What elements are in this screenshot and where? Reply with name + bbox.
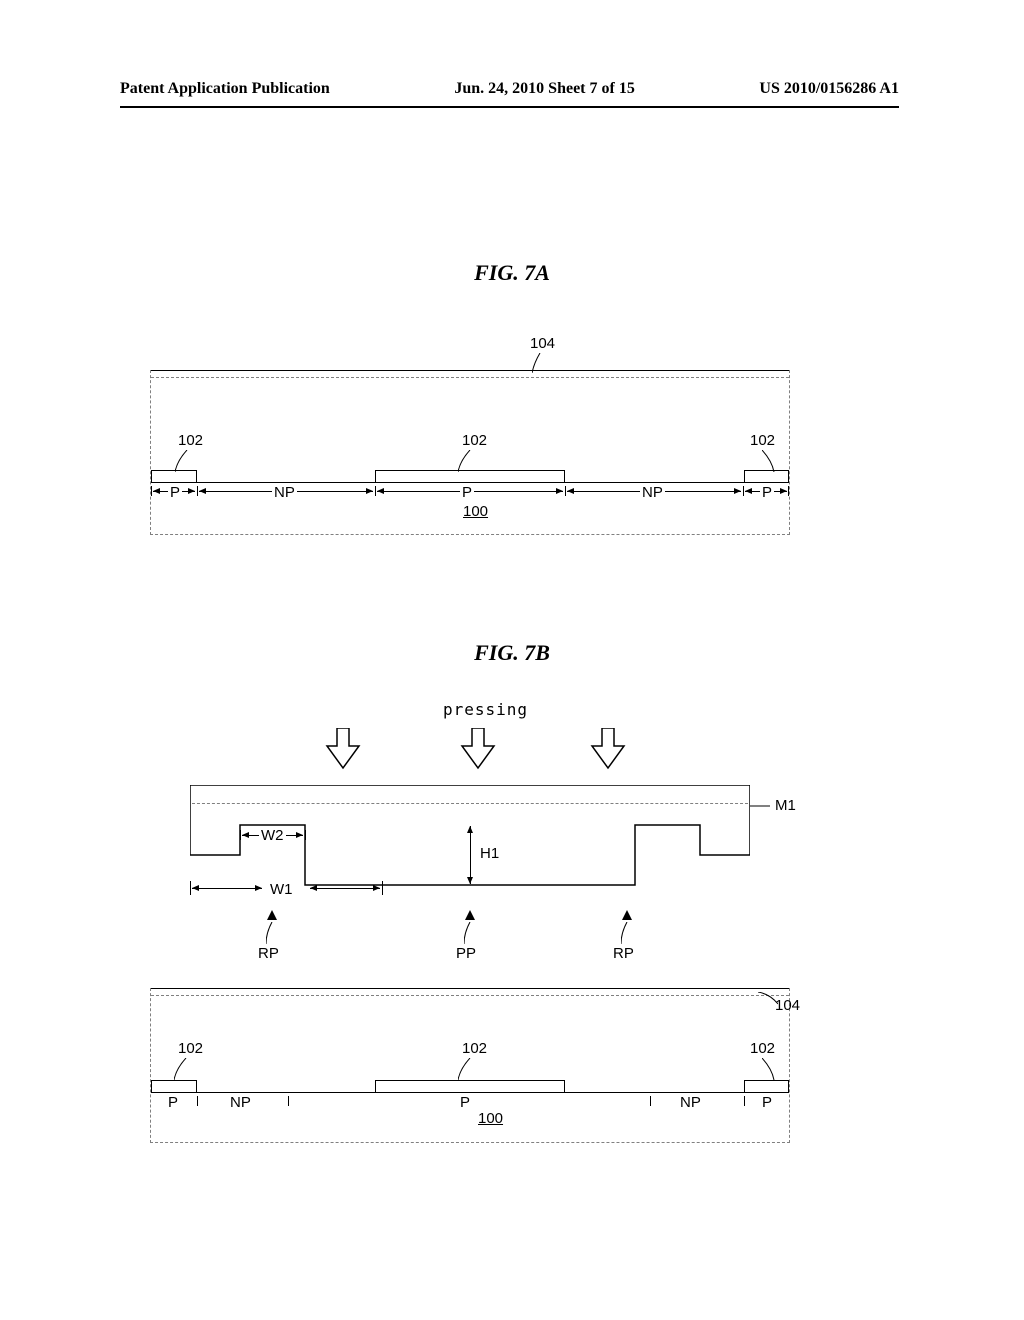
label-p-right: P [760, 484, 774, 501]
leader-104-b [758, 992, 778, 1006]
header-right: US 2010/0156286 A1 [759, 80, 899, 98]
tri-rp-right [622, 910, 632, 920]
leader-102-left [175, 450, 189, 472]
feature-102b-left [151, 1080, 197, 1092]
dim-w1-l [192, 888, 262, 889]
label-102b-left: 102 [178, 1040, 203, 1057]
tick [197, 1096, 198, 1106]
tick [650, 1096, 651, 1106]
label-p-left: P [168, 484, 182, 501]
tick-w1-l [190, 881, 191, 895]
feature-102b-center [375, 1080, 565, 1092]
tick [744, 1096, 745, 1106]
feature-102b-right [744, 1080, 789, 1092]
label-104-b: 104 [775, 997, 800, 1014]
leader-102b-left [174, 1058, 188, 1080]
tick [197, 486, 198, 496]
tick [565, 486, 566, 496]
tri-pp [465, 910, 475, 920]
tick-w1-r [382, 881, 383, 895]
leader-102b-center [458, 1058, 472, 1080]
fig-7b-title: FIG. 7B [0, 640, 1024, 666]
press-arrow-2 [460, 728, 496, 770]
label-pp: PP [456, 945, 476, 962]
label-rp-right: RP [613, 945, 634, 962]
label-102b-center: 102 [462, 1040, 487, 1057]
label-pressing: pressing [443, 700, 528, 719]
leader-m1 [750, 802, 770, 810]
leader-102b-right [762, 1058, 776, 1080]
header-left: Patent Application Publication [120, 80, 330, 98]
leader-104 [532, 353, 546, 373]
leader-rp-left [266, 922, 280, 944]
label-rp-left: RP [258, 945, 279, 962]
tick [288, 1096, 289, 1106]
label-np-right: NP [640, 484, 665, 501]
label-m1: M1 [775, 797, 796, 814]
label-np-left: NP [272, 484, 297, 501]
label-102-left: 102 [178, 432, 203, 449]
substrate-line [151, 482, 789, 483]
tick [788, 486, 789, 496]
layer-104-b [151, 988, 789, 996]
tick [151, 486, 152, 496]
page-header: Patent Application Publication Jun. 24, … [120, 80, 899, 98]
leader-pp [464, 922, 478, 944]
fig-7a: 104 102 102 102 P NP P NP P 100 [150, 335, 790, 535]
label-p-center: P [460, 484, 474, 501]
label-102-right: 102 [750, 432, 775, 449]
leader-102-center [458, 450, 472, 472]
label-npb-left: NP [230, 1094, 251, 1111]
label-pb-center: P [460, 1094, 470, 1111]
tick [375, 486, 376, 496]
label-pb-right: P [762, 1094, 772, 1111]
label-100-b: 100 [478, 1110, 503, 1127]
dim-h1 [470, 826, 471, 884]
substrate-line-b [151, 1092, 789, 1093]
label-104: 104 [530, 335, 555, 352]
fig-7a-title: FIG. 7A [0, 260, 1024, 286]
dim-w1-r [310, 888, 380, 889]
tick-w2-l [240, 830, 241, 840]
leader-102-right [762, 450, 776, 472]
fig-7b: pressing M1 W2 W1 H1 RP PP RP 104 [150, 700, 790, 1150]
tick [743, 486, 744, 496]
leader-rp-right [621, 922, 635, 944]
header-divider [120, 106, 899, 108]
label-102b-right: 102 [750, 1040, 775, 1057]
label-w2: W2 [259, 827, 286, 844]
label-pb-left: P [168, 1094, 178, 1111]
label-100: 100 [463, 503, 488, 520]
mold-dash [192, 803, 748, 804]
tri-rp-left [267, 910, 277, 920]
label-w1: W1 [270, 881, 293, 898]
layer-104 [151, 370, 789, 378]
press-arrow-3 [590, 728, 626, 770]
feature-102-left [151, 470, 197, 482]
press-arrow-1 [325, 728, 361, 770]
label-h1: H1 [480, 845, 499, 862]
tick-w2-r [305, 830, 306, 840]
header-center: Jun. 24, 2010 Sheet 7 of 15 [454, 80, 634, 98]
label-npb-right: NP [680, 1094, 701, 1111]
label-102-center: 102 [462, 432, 487, 449]
